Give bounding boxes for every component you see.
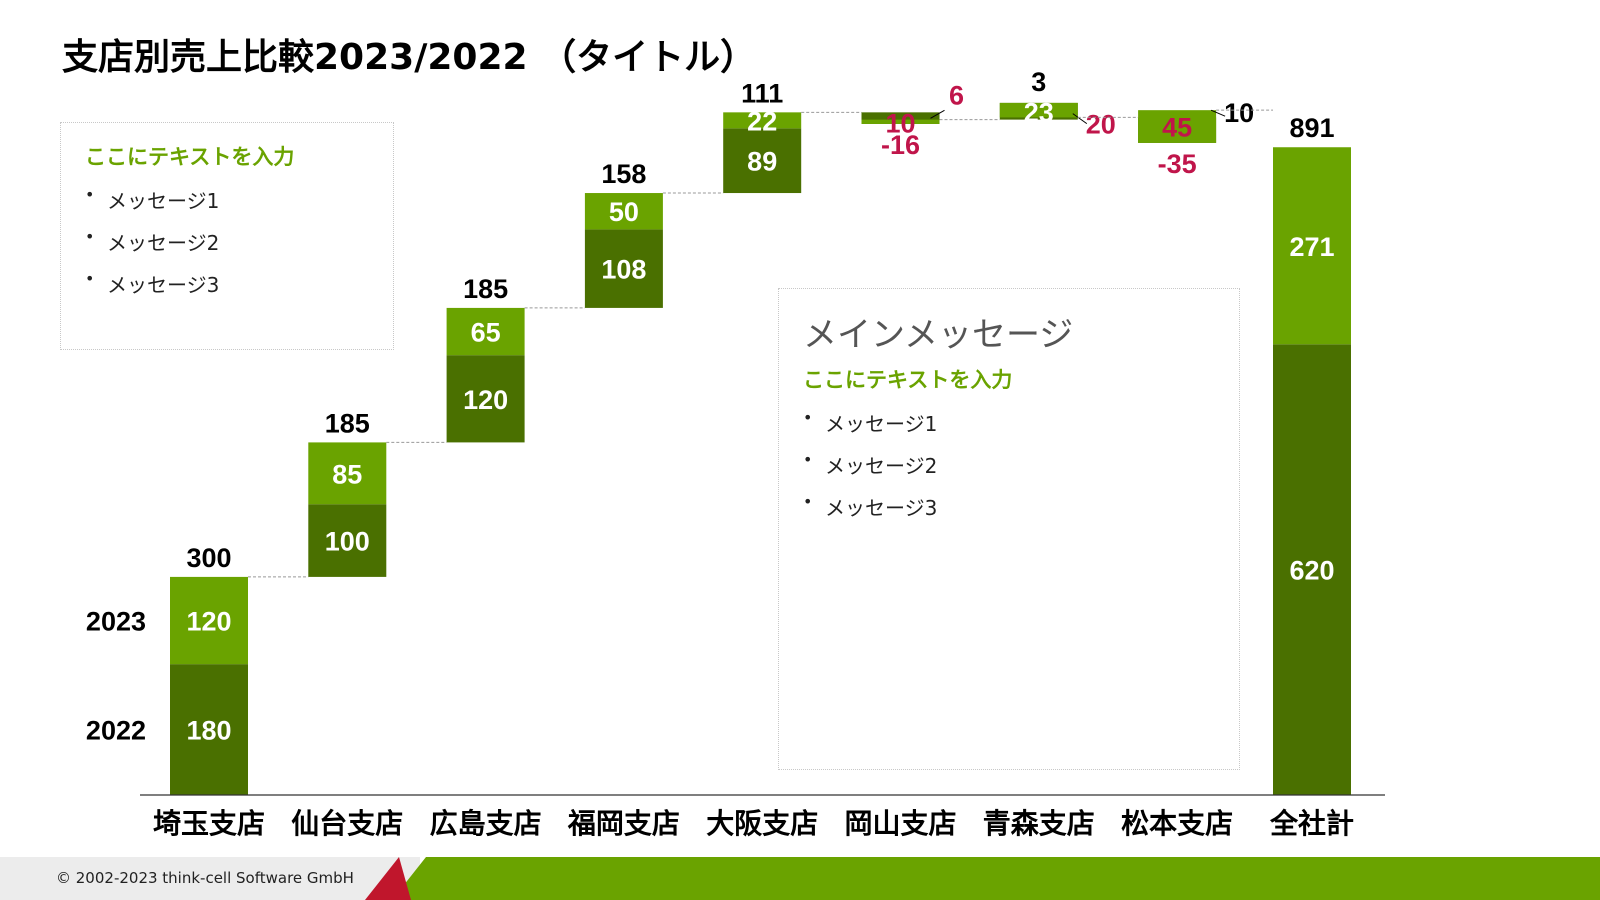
category-label: 埼玉支店: [153, 808, 265, 839]
bar-segment-2022: [861, 112, 940, 124]
footer-red-stripe: [365, 857, 411, 900]
left-text-box[interactable]: ここにテキストを入力 メッセージ1 メッセージ2 メッセージ3: [60, 122, 394, 350]
data-label-2022: 100: [325, 527, 370, 557]
data-label-2022: 23: [1024, 97, 1054, 127]
total-label: 891: [1289, 113, 1334, 143]
data-label-2022: -16: [881, 130, 920, 160]
list-item: メッセージ2: [803, 450, 1239, 479]
total-label: 10: [1224, 98, 1254, 128]
bar-segment-2023: [308, 442, 387, 505]
list-item: メッセージ3: [803, 492, 1239, 521]
list-item: メッセージ1: [85, 185, 393, 214]
main-box-title: メインメッセージ: [803, 315, 1074, 355]
copyright-text: © 2002-2023 think-cell Software GmbH: [56, 869, 354, 887]
bar-segment-2023: [446, 307, 525, 356]
bar-segment-2023: [1138, 110, 1217, 143]
bar-segment-2022: [1273, 344, 1351, 795]
leader-line: [1072, 113, 1088, 125]
bar-segment-2022: [723, 128, 802, 194]
bar-segment-2023: [170, 576, 248, 665]
bar-segment-2023: [1273, 147, 1351, 345]
main-message-box[interactable]: メインメッセージ ここにテキストを入力 メッセージ1 メッセージ2 メッセージ3: [778, 288, 1240, 770]
footer-green-band: [392, 857, 1600, 900]
main-box-list: メッセージ1 メッセージ2 メッセージ3: [803, 408, 1239, 521]
data-label-2022-inbar: 10: [885, 108, 915, 138]
total-label: 185: [325, 408, 370, 438]
data-label-2023: 50: [609, 197, 639, 227]
bar-segment-2022: [170, 664, 248, 795]
leader-line: [1210, 109, 1226, 117]
footer-bar: © 2002-2023 think-cell Software GmbH: [0, 857, 1600, 900]
category-label: 岡山支店: [844, 808, 956, 839]
main-box-heading: ここにテキストを入力: [803, 368, 1013, 392]
data-label-2023: 271: [1289, 232, 1334, 262]
bar-segment-2023: [584, 193, 663, 230]
data-label-2022: 89: [747, 147, 777, 177]
series-label-2023: 2023: [86, 607, 146, 637]
category-label: 全社計: [1269, 807, 1354, 839]
bar-segment-2022: [446, 355, 525, 443]
bar-segment-2022: [584, 229, 663, 308]
category-label: 青森支店: [983, 808, 1095, 839]
data-label-2022: 120: [463, 385, 508, 415]
data-label-2023: 85: [332, 459, 362, 489]
data-label-2022: -35: [1158, 149, 1197, 179]
total-label: 3: [1031, 67, 1046, 97]
total-label: 300: [186, 543, 231, 573]
data-label-2022: 620: [1289, 556, 1334, 586]
total-label: 158: [601, 159, 646, 189]
data-label-2023: 6: [949, 80, 964, 110]
data-label-2022: 180: [186, 716, 231, 746]
data-label-2022: 108: [601, 255, 646, 285]
footer-grey-band: [0, 857, 420, 900]
total-label: 185: [463, 274, 508, 304]
leader-line: [930, 109, 945, 119]
list-item: メッセージ3: [85, 269, 393, 298]
page-title: 支店別売上比較2023/2022 （タイトル）: [62, 37, 757, 78]
series-label-2022: 2022: [86, 716, 146, 746]
list-item: メッセージ2: [85, 227, 393, 256]
total-label: 111: [741, 78, 783, 108]
left-box-heading: ここにテキストを入力: [85, 145, 295, 169]
left-box-list: メッセージ1 メッセージ2 メッセージ3: [85, 185, 393, 298]
data-label-2023: 65: [471, 318, 501, 348]
data-label-2023: 22: [747, 106, 777, 136]
data-label-2023: 120: [186, 607, 231, 637]
category-label: 松本支店: [1121, 808, 1233, 839]
bar-segment-2023: [723, 112, 802, 129]
data-label-2023: 45: [1162, 113, 1192, 143]
list-item: メッセージ1: [803, 408, 1239, 437]
bar-segment-2022: [308, 504, 387, 577]
category-label: 仙台支店: [291, 807, 403, 839]
bar-segment-2023: [861, 119, 940, 124]
category-label: 大阪支店: [706, 808, 818, 839]
category-label: 広島支店: [430, 808, 542, 839]
data-label-2023: 20: [1086, 110, 1116, 140]
bar-segment-2023: [999, 102, 1078, 118]
category-label: 福岡支店: [567, 808, 680, 839]
